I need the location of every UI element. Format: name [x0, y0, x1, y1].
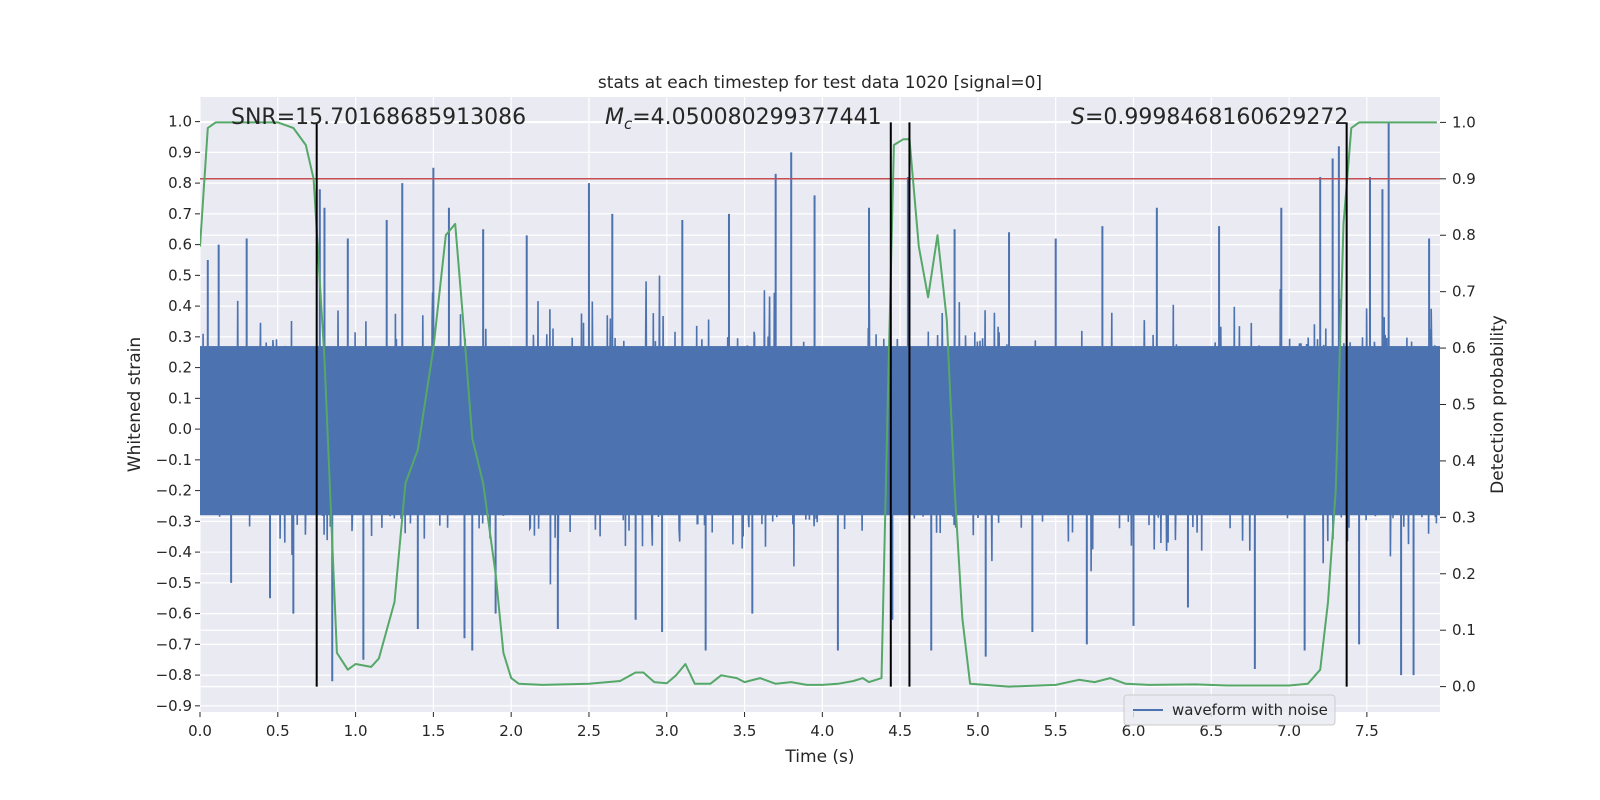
- s-symbol: S: [1071, 105, 1085, 130]
- y-tick-label: −0.1: [156, 451, 192, 469]
- x-tick-label: 0.0: [188, 722, 212, 740]
- y2-axis-ticks: 0.0 0.1 0.2 0.3 0.4 0.5 0.6 0.7 0.8 0.9 1.0: [1440, 113, 1476, 696]
- y2-tick-label: 0.7: [1452, 283, 1476, 301]
- y2-tick-label: 0.5: [1452, 396, 1476, 414]
- x-axis-ticks: 0.0 0.5 1.0 1.5 2.0 2.5 3.0 3.5 4.0 4.5 5.0 5.5 6.0 6…: [188, 712, 1379, 740]
- x-tick-label: 3.0: [655, 722, 679, 740]
- y-tick-label: 1.0: [168, 113, 192, 131]
- y-tick-label: −0.5: [156, 574, 192, 592]
- y-tick-label: −0.7: [156, 635, 192, 653]
- waveform-series: [200, 121, 1440, 682]
- x-tick-label: 5.0: [966, 722, 990, 740]
- x-tick-label: 5.5: [1044, 722, 1068, 740]
- y-tick-label: −0.9: [156, 697, 192, 715]
- x-tick-label: 4.5: [888, 722, 912, 740]
- x-tick-label: 7.5: [1355, 722, 1379, 740]
- y-axis-label: Whitened strain: [125, 337, 145, 472]
- chart-title: stats at each timestep for test data 102…: [598, 73, 1042, 93]
- x-tick-label: 1.0: [344, 722, 368, 740]
- mc-symbol: M: [605, 105, 624, 130]
- mc-subscript: c: [624, 115, 633, 133]
- legend-box: [1123, 694, 1336, 726]
- y2-tick-label: 0.9: [1452, 170, 1476, 188]
- probability-series: [200, 121, 1437, 688]
- y-tick-label: 0.2: [168, 359, 192, 377]
- waveform-dense-band: [200, 346, 1440, 516]
- y2-tick-label: 0.3: [1452, 508, 1476, 526]
- y-tick-label: 0.4: [168, 297, 192, 315]
- x-tick-label: 6.5: [1199, 722, 1223, 740]
- y-tick-label: 0.0: [168, 420, 192, 438]
- y-tick-label: 0.1: [168, 389, 192, 407]
- y-tick-label: 0.3: [168, 328, 192, 346]
- x-tick-label: 2.0: [499, 722, 523, 740]
- x-tick-label: 3.5: [733, 722, 757, 740]
- y-tick-label: 0.9: [168, 143, 192, 161]
- legend-entry-waveform: waveform with noise: [1172, 701, 1328, 719]
- y2-tick-label: 0.2: [1452, 565, 1476, 583]
- y-tick-label: 0.6: [168, 236, 192, 254]
- x-tick-label: 7.0: [1277, 722, 1301, 740]
- y-tick-label: −0.6: [156, 605, 192, 623]
- y-tick-label: 0.7: [168, 205, 192, 223]
- y2-tick-label: 0.4: [1452, 452, 1476, 470]
- snr-annotation: SNR=15.70168685913086: [231, 105, 526, 130]
- y2-tick-label: 1.0: [1452, 113, 1476, 131]
- x-tick-label: 1.5: [421, 722, 445, 740]
- x-axis-label: Time (s): [784, 747, 854, 767]
- probability-line: [200, 121, 1437, 688]
- y-tick-label: −0.4: [156, 543, 192, 561]
- chirp-mass-annotation: Mc=4.050080299377441: [605, 105, 882, 133]
- mc-value: =4.050080299377441: [632, 105, 881, 130]
- s-value: =0.9998468160629272: [1085, 105, 1348, 130]
- y-axis-ticks: −0.9 −0.8 −0.7 −0.6 −0.5 −0.4 −0.3 −0.2 −0.1 0.0 0…: [156, 113, 200, 715]
- y2-tick-label: 0.6: [1452, 339, 1476, 357]
- y-tick-label: 0.5: [168, 266, 192, 284]
- y2-tick-label: 0.1: [1452, 621, 1476, 639]
- y-tick-label: −0.2: [156, 482, 192, 500]
- y2-tick-label: 0.0: [1452, 678, 1476, 696]
- y-tick-label: −0.8: [156, 666, 192, 684]
- x-tick-label: 6.0: [1122, 722, 1146, 740]
- y-tick-label: 0.8: [168, 174, 192, 192]
- legend: waveform with noise: [1123, 694, 1336, 726]
- y2-axis-label: Detection probability: [1488, 315, 1508, 494]
- x-tick-label: 0.5: [266, 722, 290, 740]
- y2-tick-label: 0.8: [1452, 226, 1476, 244]
- y-tick-label: −0.3: [156, 512, 192, 530]
- x-tick-label: 4.0: [810, 722, 834, 740]
- s-annotation: S=0.9998468160629272: [1071, 105, 1348, 130]
- event-markers: [315, 122, 1348, 687]
- x-tick-label: 2.5: [577, 722, 601, 740]
